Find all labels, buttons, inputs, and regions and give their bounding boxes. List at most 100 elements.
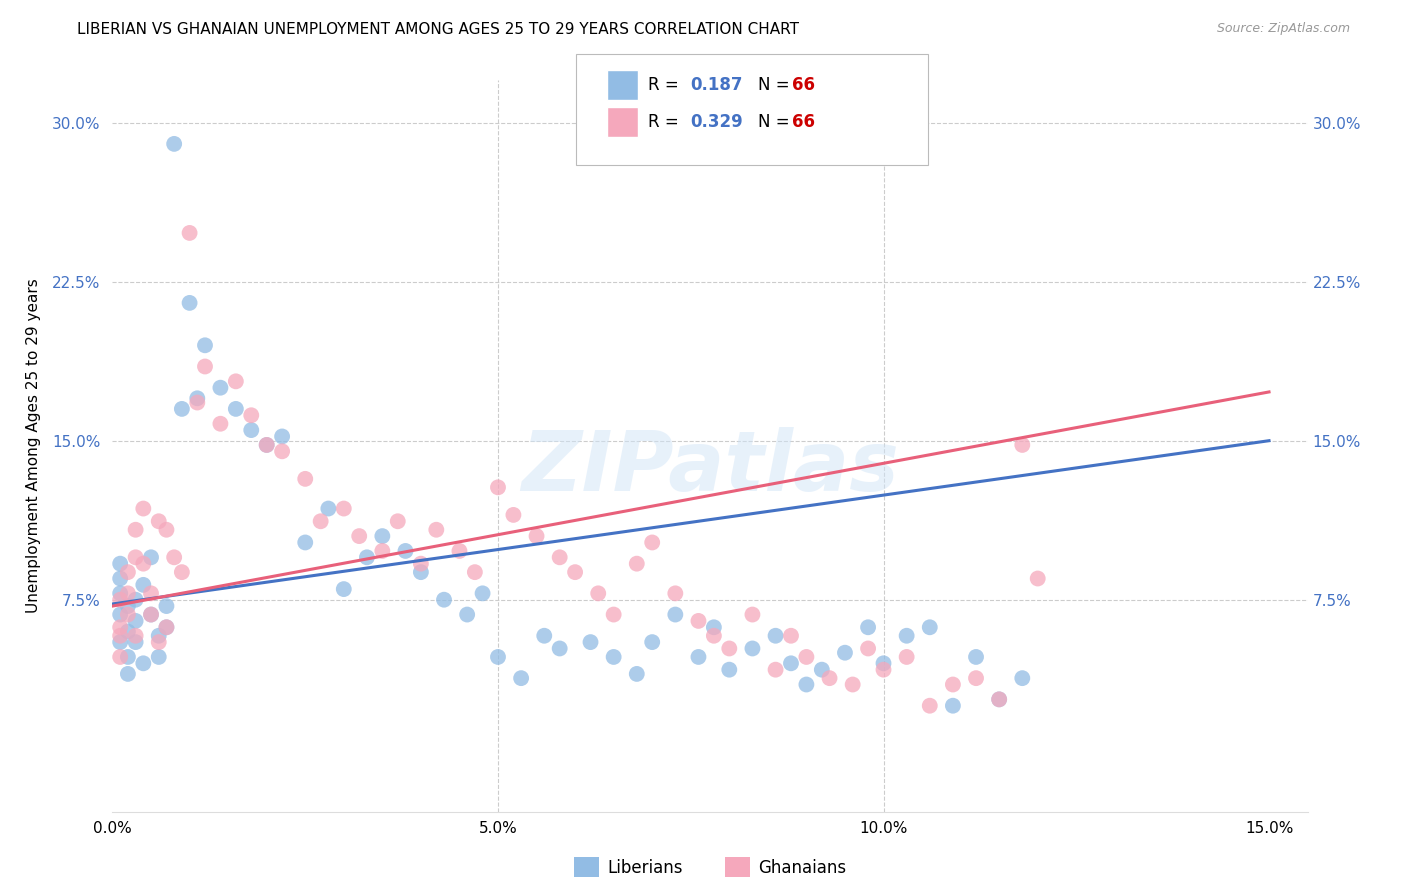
Point <box>818 671 841 685</box>
Point <box>294 472 316 486</box>
Point <box>240 409 263 423</box>
Point <box>163 550 186 565</box>
Point <box>132 501 155 516</box>
Point <box>194 359 217 374</box>
Point <box>664 607 686 622</box>
Point <box>464 565 486 579</box>
Point <box>271 429 294 443</box>
Point <box>148 629 170 643</box>
Point <box>170 565 193 579</box>
Point <box>841 677 863 691</box>
Point <box>132 557 155 571</box>
Point <box>117 649 139 664</box>
Point <box>456 607 478 622</box>
Point <box>780 629 803 643</box>
Point <box>486 480 509 494</box>
Point <box>240 423 263 437</box>
Point <box>132 657 155 671</box>
Point <box>108 572 131 586</box>
Point <box>108 635 131 649</box>
Point <box>117 586 139 600</box>
Point <box>1011 671 1033 685</box>
Point <box>602 649 624 664</box>
Point <box>741 641 763 656</box>
Point <box>394 544 416 558</box>
Text: N =: N = <box>758 76 789 94</box>
Point <box>834 646 856 660</box>
Point <box>318 501 340 516</box>
Text: 66: 66 <box>792 113 814 131</box>
Point <box>579 635 602 649</box>
Point <box>108 607 131 622</box>
Point <box>108 592 131 607</box>
Point <box>356 550 378 565</box>
Point <box>548 641 571 656</box>
Text: 66: 66 <box>792 76 814 94</box>
Point <box>139 607 162 622</box>
Point <box>703 620 725 634</box>
Text: Source: ZipAtlas.com: Source: ZipAtlas.com <box>1216 22 1350 36</box>
Point <box>918 620 941 634</box>
Point <box>108 586 131 600</box>
Point <box>148 649 170 664</box>
Point <box>108 649 131 664</box>
Point <box>117 624 139 639</box>
Point <box>256 438 278 452</box>
Point <box>626 557 648 571</box>
Point <box>139 550 162 565</box>
Point <box>526 529 548 543</box>
Point <box>409 557 432 571</box>
Point <box>209 381 232 395</box>
Point <box>179 226 201 240</box>
Point <box>942 677 965 691</box>
Point <box>918 698 941 713</box>
Point <box>124 592 146 607</box>
Point <box>586 586 609 600</box>
Text: R =: R = <box>648 76 679 94</box>
Point <box>294 535 316 549</box>
Point <box>896 629 918 643</box>
Point <box>896 649 918 664</box>
Point <box>688 649 710 664</box>
Point <box>194 338 217 352</box>
Point <box>965 671 987 685</box>
Point <box>1026 572 1049 586</box>
Point <box>333 501 356 516</box>
Point <box>186 395 208 409</box>
Point <box>371 544 394 558</box>
Point <box>124 635 146 649</box>
Point <box>703 629 725 643</box>
Point <box>425 523 447 537</box>
Point <box>872 657 894 671</box>
Point <box>796 649 818 664</box>
Point <box>256 438 278 452</box>
Point <box>1011 438 1033 452</box>
Point <box>988 692 1011 706</box>
Point <box>117 565 139 579</box>
Point <box>942 698 965 713</box>
Point <box>139 586 162 600</box>
Point <box>371 529 394 543</box>
Point <box>664 586 686 600</box>
Point <box>117 599 139 613</box>
Y-axis label: Unemployment Among Ages 25 to 29 years: Unemployment Among Ages 25 to 29 years <box>27 278 41 614</box>
Point <box>856 641 879 656</box>
Point <box>548 550 571 565</box>
Text: LIBERIAN VS GHANAIAN UNEMPLOYMENT AMONG AGES 25 TO 29 YEARS CORRELATION CHART: LIBERIAN VS GHANAIAN UNEMPLOYMENT AMONG … <box>77 22 800 37</box>
Point <box>347 529 370 543</box>
Point <box>108 557 131 571</box>
Point <box>486 649 509 664</box>
Point <box>155 620 177 634</box>
Point <box>718 663 741 677</box>
Legend: Liberians, Ghanaians: Liberians, Ghanaians <box>568 850 852 884</box>
Point <box>688 614 710 628</box>
Point <box>124 523 146 537</box>
Point <box>155 599 177 613</box>
Point <box>155 523 177 537</box>
Point <box>872 663 894 677</box>
Point <box>641 535 664 549</box>
Text: R =: R = <box>648 113 679 131</box>
Point <box>449 544 471 558</box>
Point <box>533 629 555 643</box>
Point <box>626 667 648 681</box>
